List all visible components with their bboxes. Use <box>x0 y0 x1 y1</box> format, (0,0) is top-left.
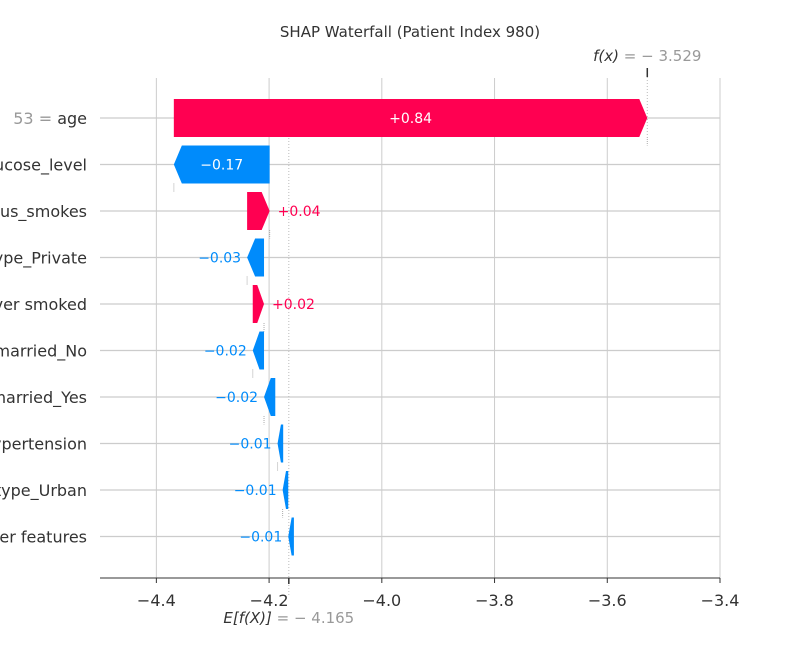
waterfall-bar <box>264 378 276 416</box>
feature-label: hypertension <box>0 435 87 454</box>
feature-label: 53 = age <box>13 109 87 128</box>
feature-name: hypertension <box>0 435 87 454</box>
feature-name: smoking_status_smokes <box>0 202 87 222</box>
waterfall-bar <box>252 331 265 370</box>
labels-layer: +0.84 53 = age −0.17 avg_glucose_level +0.04… <box>0 47 739 627</box>
feature-label: other features <box>0 528 87 547</box>
x-tick-label: −4.2 <box>250 591 289 610</box>
feature-value-prefix: 53 = <box>13 109 57 128</box>
x-tick-label: −4.4 <box>137 591 176 610</box>
feature-name: avg_glucose_level <box>0 156 87 176</box>
bar-value-label: −0.02 <box>215 390 258 406</box>
bar-value-label: −0.17 <box>200 158 243 174</box>
base-value-number: = − 4.165 <box>277 609 355 627</box>
bar-value-label: +0.04 <box>278 204 321 220</box>
feature-name: Residence_type_Urban <box>0 481 87 501</box>
x-tick-label: −3.4 <box>701 591 740 610</box>
feature-label: smoking_status_never smoked <box>0 295 87 315</box>
bars-layer <box>173 99 648 556</box>
bar-value-label: +0.02 <box>272 297 315 313</box>
bar-value-label: −0.01 <box>234 483 277 499</box>
x-tick-label: −3.8 <box>475 591 514 610</box>
feature-label: ever_married_No <box>0 342 87 362</box>
feature-label: work_type_Private <box>0 249 87 269</box>
feature-label: smoking_status_smokes <box>0 202 87 222</box>
x-tick-label: −4.0 <box>362 591 401 610</box>
feature-name: other features <box>0 528 87 547</box>
feature-name: age <box>57 109 87 128</box>
output-value-number: = − 3.529 <box>624 47 702 65</box>
waterfall-bar <box>173 99 648 137</box>
base-value-prefix: E[f(X)] <box>223 609 276 627</box>
feature-name: ever_married_Yes <box>0 388 87 408</box>
waterfall-bar <box>173 145 270 184</box>
waterfall-bar <box>288 517 294 556</box>
x-tick-label: −3.6 <box>588 591 627 610</box>
grid-layer <box>100 68 721 596</box>
feature-name: work_type_Private <box>0 249 87 269</box>
bar-value-label: −0.02 <box>204 344 247 360</box>
feature-label: avg_glucose_level <box>0 156 87 176</box>
feature-label: ever_married_Yes <box>0 388 87 408</box>
waterfall-bar <box>252 285 265 323</box>
bar-value-label: −0.01 <box>229 437 272 453</box>
waterfall-bar <box>247 238 265 277</box>
bar-value-label: −0.03 <box>198 251 241 267</box>
feature-name: smoking_status_never smoked <box>0 295 87 315</box>
waterfall-bar <box>282 471 289 509</box>
bar-value-label: −0.01 <box>239 530 282 546</box>
waterfall-bar <box>247 192 270 230</box>
bar-value-label: +0.84 <box>389 111 432 127</box>
waterfall-bar <box>277 424 284 463</box>
base-value-label: E[f(X)] = − 4.165 <box>223 609 354 627</box>
feature-name: ever_married_No <box>0 342 87 362</box>
output-value-label: f(x) = − 3.529 <box>593 47 701 65</box>
feature-label: Residence_type_Urban <box>0 481 87 501</box>
output-value-prefix: f(x) <box>593 47 624 65</box>
chart-title: SHAP Waterfall (Patient Index 980) <box>280 23 540 41</box>
